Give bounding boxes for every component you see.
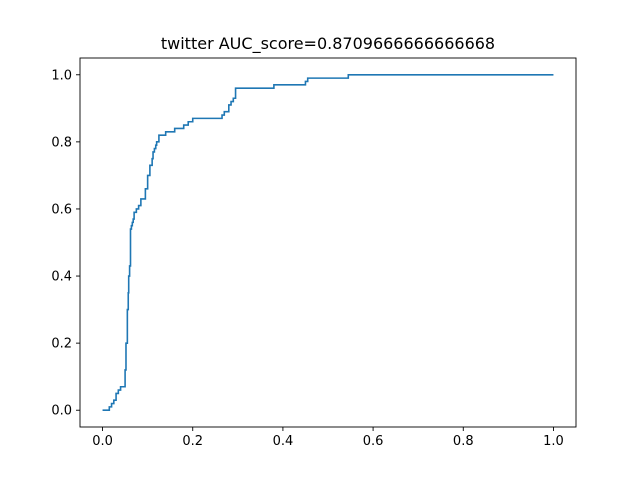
x-tick-label: 0.6 bbox=[363, 434, 384, 449]
x-tick-label: 1.0 bbox=[543, 434, 564, 449]
y-tick-label: 1.0 bbox=[51, 68, 72, 83]
x-tick-label: 0.4 bbox=[273, 434, 294, 449]
roc-curve-line bbox=[102, 73, 554, 412]
y-tick-label: 0.6 bbox=[51, 202, 72, 217]
x-tick-label: 0.2 bbox=[182, 434, 203, 449]
x-tick-label: 0.8 bbox=[453, 434, 474, 449]
y-tick-label: 0.4 bbox=[51, 270, 72, 285]
axes-frame-rect bbox=[79, 57, 577, 428]
chart-title: twitter AUC_score=0.8709666666666668 bbox=[161, 34, 495, 54]
y-tick-label: 0.8 bbox=[51, 135, 72, 150]
axes-frame: 0.0 0.2 0.4 0.6 0.8 1.0 0.0 0.2 0.4 0.6 0.8 1.0 bbox=[51, 57, 577, 449]
y-tick-label: 0.2 bbox=[51, 337, 72, 352]
x-tick-label: 0.0 bbox=[92, 434, 113, 449]
plot-area bbox=[102, 73, 554, 412]
y-tick-label: 0.0 bbox=[51, 404, 72, 419]
